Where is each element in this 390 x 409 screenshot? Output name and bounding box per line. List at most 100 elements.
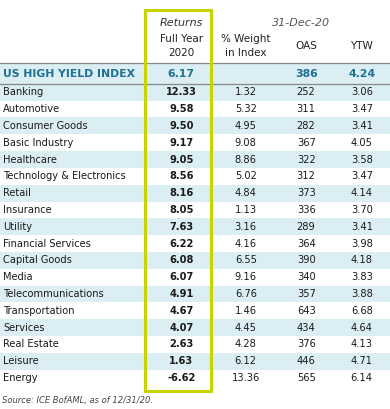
Bar bbox=[0, 218, 390, 235]
Text: Transportation: Transportation bbox=[3, 306, 74, 316]
Text: Media: Media bbox=[3, 272, 33, 282]
Text: US HIGH YIELD INDEX: US HIGH YIELD INDEX bbox=[3, 69, 135, 79]
Text: 1.46: 1.46 bbox=[235, 306, 257, 316]
Text: Consumer Goods: Consumer Goods bbox=[3, 121, 88, 131]
Bar bbox=[0, 63, 390, 84]
Text: 4.67: 4.67 bbox=[169, 306, 193, 316]
Text: 367: 367 bbox=[297, 138, 316, 148]
Text: 3.98: 3.98 bbox=[351, 238, 373, 249]
Text: 4.16: 4.16 bbox=[235, 238, 257, 249]
Text: 4.71: 4.71 bbox=[351, 356, 373, 366]
Text: 643: 643 bbox=[297, 306, 316, 316]
Text: 434: 434 bbox=[297, 323, 316, 333]
Text: 446: 446 bbox=[297, 356, 316, 366]
Text: 1.13: 1.13 bbox=[235, 205, 257, 215]
Text: 6.07: 6.07 bbox=[169, 272, 193, 282]
Text: 2020: 2020 bbox=[168, 48, 195, 58]
Text: Services: Services bbox=[3, 323, 44, 333]
Bar bbox=[0, 319, 390, 336]
Text: 3.06: 3.06 bbox=[351, 87, 373, 97]
Text: 4.45: 4.45 bbox=[235, 323, 257, 333]
Text: 4.05: 4.05 bbox=[351, 138, 373, 148]
Text: 8.86: 8.86 bbox=[235, 155, 257, 164]
Text: 8.16: 8.16 bbox=[169, 188, 193, 198]
Bar bbox=[0, 117, 390, 134]
Text: 2.63: 2.63 bbox=[169, 339, 193, 349]
Text: 3.41: 3.41 bbox=[351, 121, 373, 131]
Text: 336: 336 bbox=[297, 205, 316, 215]
Text: Technology & Electronics: Technology & Electronics bbox=[3, 171, 126, 181]
Text: 13.36: 13.36 bbox=[232, 373, 260, 383]
Text: 357: 357 bbox=[297, 289, 316, 299]
Text: Capital Goods: Capital Goods bbox=[3, 255, 72, 265]
Text: 4.84: 4.84 bbox=[235, 188, 257, 198]
Text: 9.05: 9.05 bbox=[169, 155, 193, 164]
Text: Real Estate: Real Estate bbox=[3, 339, 59, 349]
Text: 4.07: 4.07 bbox=[169, 323, 193, 333]
Text: YTW: YTW bbox=[350, 41, 373, 51]
Text: Automotive: Automotive bbox=[3, 104, 60, 114]
Text: 8.56: 8.56 bbox=[169, 171, 193, 181]
Text: 6.14: 6.14 bbox=[351, 373, 373, 383]
Text: 9.50: 9.50 bbox=[169, 121, 193, 131]
Text: Banking: Banking bbox=[3, 87, 43, 97]
Text: OAS: OAS bbox=[295, 41, 317, 51]
Text: 4.24: 4.24 bbox=[348, 69, 375, 79]
Text: 3.41: 3.41 bbox=[351, 222, 373, 232]
Text: 4.18: 4.18 bbox=[351, 255, 373, 265]
Text: 3.88: 3.88 bbox=[351, 289, 373, 299]
Text: 6.76: 6.76 bbox=[235, 289, 257, 299]
Bar bbox=[0, 185, 390, 202]
Text: 3.47: 3.47 bbox=[351, 171, 373, 181]
Bar bbox=[0, 151, 390, 168]
Bar bbox=[145, 10, 211, 391]
Text: 312: 312 bbox=[297, 171, 316, 181]
Text: 252: 252 bbox=[297, 87, 316, 97]
Text: Source: ICE BofAML, as of 12/31/20.: Source: ICE BofAML, as of 12/31/20. bbox=[2, 396, 153, 405]
Text: 9.17: 9.17 bbox=[169, 138, 193, 148]
Text: 5.02: 5.02 bbox=[235, 171, 257, 181]
Text: Telecommunications: Telecommunications bbox=[3, 289, 104, 299]
Bar bbox=[0, 353, 390, 370]
Text: 282: 282 bbox=[297, 121, 316, 131]
Text: 6.68: 6.68 bbox=[351, 306, 373, 316]
Text: 6.17: 6.17 bbox=[168, 69, 195, 79]
Text: Returns: Returns bbox=[160, 18, 203, 28]
Text: 4.28: 4.28 bbox=[235, 339, 257, 349]
Text: 4.64: 4.64 bbox=[351, 323, 373, 333]
Text: 3.58: 3.58 bbox=[351, 155, 373, 164]
Text: Leisure: Leisure bbox=[3, 356, 39, 366]
Text: 340: 340 bbox=[297, 272, 316, 282]
Text: 3.47: 3.47 bbox=[351, 104, 373, 114]
Text: 12.33: 12.33 bbox=[166, 87, 197, 97]
Text: Basic Industry: Basic Industry bbox=[3, 138, 73, 148]
Text: Healthcare: Healthcare bbox=[3, 155, 57, 164]
Text: Financial Services: Financial Services bbox=[3, 238, 91, 249]
Text: 6.12: 6.12 bbox=[235, 356, 257, 366]
Text: Full Year: Full Year bbox=[160, 34, 203, 44]
Text: -6.62: -6.62 bbox=[167, 373, 195, 383]
Text: 3.70: 3.70 bbox=[351, 205, 373, 215]
Text: 9.16: 9.16 bbox=[235, 272, 257, 282]
Text: 322: 322 bbox=[297, 155, 316, 164]
Text: 373: 373 bbox=[297, 188, 316, 198]
Text: 7.63: 7.63 bbox=[169, 222, 193, 232]
Text: Retail: Retail bbox=[3, 188, 31, 198]
Text: Utility: Utility bbox=[3, 222, 32, 232]
Text: 4.13: 4.13 bbox=[351, 339, 373, 349]
Text: 1.63: 1.63 bbox=[169, 356, 193, 366]
Text: 390: 390 bbox=[297, 255, 316, 265]
Text: 9.08: 9.08 bbox=[235, 138, 257, 148]
Text: 6.08: 6.08 bbox=[169, 255, 193, 265]
Text: 6.22: 6.22 bbox=[169, 238, 193, 249]
Text: 386: 386 bbox=[295, 69, 317, 79]
Text: 6.55: 6.55 bbox=[235, 255, 257, 265]
Text: 289: 289 bbox=[297, 222, 316, 232]
Text: 3.16: 3.16 bbox=[235, 222, 257, 232]
Text: 31-Dec-20: 31-Dec-20 bbox=[272, 18, 330, 28]
Text: in Index: in Index bbox=[225, 48, 266, 58]
Text: 4.91: 4.91 bbox=[169, 289, 193, 299]
Text: 565: 565 bbox=[297, 373, 316, 383]
Text: 376: 376 bbox=[297, 339, 316, 349]
Text: 5.32: 5.32 bbox=[235, 104, 257, 114]
